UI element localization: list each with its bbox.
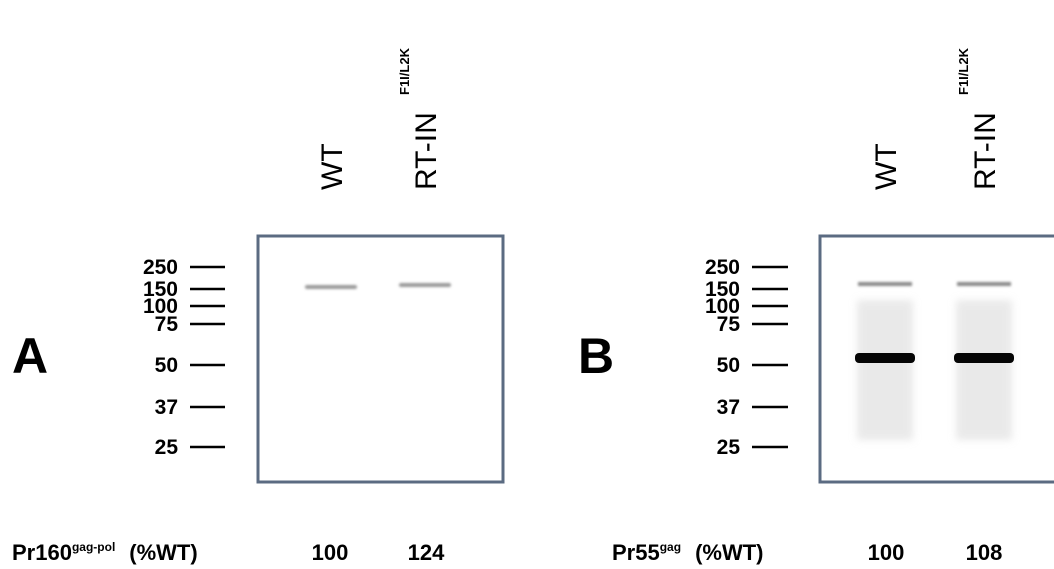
quant-value: 100 — [312, 540, 349, 565]
band — [957, 282, 1011, 286]
marker-label: 75 — [155, 313, 179, 336]
marker-label: 250 — [705, 256, 740, 279]
band — [305, 285, 357, 289]
quant-value: 124 — [408, 540, 445, 565]
lane-label-sup: F1I/L2K — [397, 47, 412, 95]
quant-value: 100 — [868, 540, 905, 565]
marker-label: 50 — [155, 354, 178, 377]
band — [954, 353, 1014, 363]
panel-letter: B — [578, 328, 614, 384]
band — [399, 283, 451, 287]
lane-label: RT-IN — [969, 112, 1002, 190]
quant-protein: Pr55 — [612, 540, 660, 565]
quant-label: Pr160gag-pol (%WT) — [12, 540, 198, 565]
lane-label: WT — [870, 143, 903, 190]
quant-protein: Pr160 — [12, 540, 72, 565]
marker-label: 25 — [717, 436, 741, 459]
lane-smear — [857, 300, 913, 440]
panel-letter: A — [12, 328, 48, 384]
band — [858, 282, 912, 286]
lane-smear — [956, 300, 1012, 440]
marker-label: 75 — [717, 313, 741, 336]
lane-label-sup: F1I/L2K — [956, 47, 971, 95]
quant-unit: (%WT) — [695, 540, 763, 565]
lane-label: WT — [316, 143, 349, 190]
lane-label: RT-IN — [410, 112, 443, 190]
marker-label: 50 — [717, 354, 740, 377]
marker-label: 25 — [155, 436, 179, 459]
figure: A25015010075503725WTRT-INF1I/L2KPr160gag… — [0, 0, 1054, 569]
quant-label: Pr55gag (%WT) — [612, 540, 763, 565]
quant-unit: (%WT) — [129, 540, 197, 565]
marker-label: 37 — [155, 396, 178, 419]
quant-sup: gag — [660, 540, 681, 554]
quant-value: 108 — [966, 540, 1003, 565]
marker-label: 250 — [143, 256, 178, 279]
quant-sup: gag-pol — [72, 540, 115, 554]
band — [855, 353, 915, 363]
marker-label: 37 — [717, 396, 740, 419]
blot — [258, 236, 503, 482]
